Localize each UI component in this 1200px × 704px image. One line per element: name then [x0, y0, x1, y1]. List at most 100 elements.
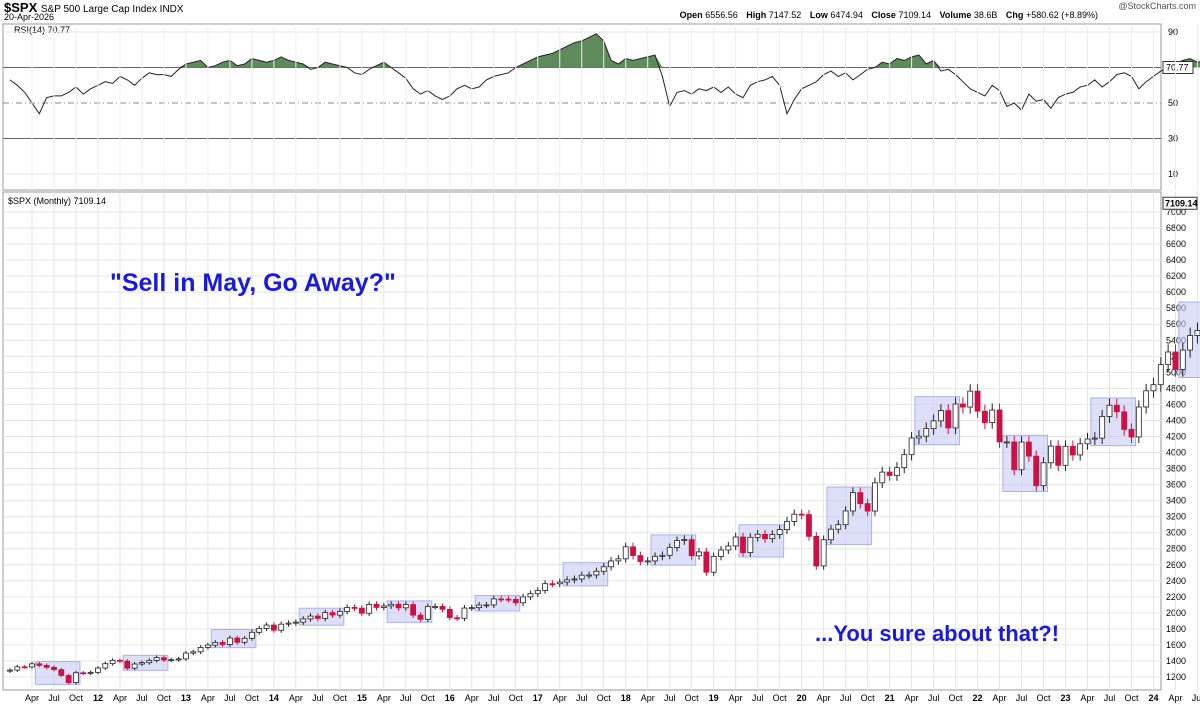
candle-body — [842, 510, 849, 526]
x-tick-label: Jul — [224, 693, 236, 703]
x-tick-label: Apr — [1081, 693, 1095, 703]
x-tick-label: Oct — [69, 693, 84, 703]
x-tick-label: Oct — [597, 693, 612, 703]
price-y-tick: 2400 — [1166, 576, 1186, 586]
candle-body — [73, 672, 79, 683]
candle-body — [248, 631, 255, 639]
candle-body — [1033, 455, 1040, 487]
annotation-subtitle: ...You sure about that?! — [815, 621, 1059, 646]
candle-body — [681, 539, 688, 542]
rsi-y-tick: 30 — [1168, 134, 1178, 144]
x-tick-label: 12 — [93, 693, 103, 703]
x-tick-label: Apr — [817, 693, 831, 703]
rsi-overbought-fill — [178, 33, 1200, 68]
candle-body — [351, 607, 358, 609]
candle-body — [21, 666, 28, 669]
candle-body — [512, 598, 519, 604]
candle-body — [454, 617, 461, 620]
candle-body — [1143, 390, 1150, 408]
candle-body — [1194, 330, 1200, 336]
x-tick-label: Jul — [928, 693, 940, 703]
candle-body — [923, 428, 930, 437]
price-y-tick: 6800 — [1166, 223, 1186, 233]
candle-body — [307, 615, 314, 620]
price-y-tick: 5000 — [1166, 367, 1186, 377]
x-tick-label: Jul — [1192, 693, 1200, 703]
candle-body — [417, 614, 424, 620]
candle-body — [1069, 445, 1076, 456]
candle-body — [292, 621, 299, 624]
candle-body — [710, 556, 717, 573]
candle-body — [1150, 384, 1157, 392]
candle-body — [446, 608, 453, 619]
candle-body — [1172, 351, 1179, 370]
x-tick-label: Oct — [861, 693, 876, 703]
x-tick-label: Apr — [113, 693, 127, 703]
x-tick-label: Oct — [1124, 693, 1139, 703]
change-value: +580.62 (+8.89%) — [1025, 10, 1098, 20]
candle-body — [219, 642, 226, 645]
candle-body — [358, 607, 365, 614]
price-y-tick: 6400 — [1166, 255, 1186, 265]
candle-body — [659, 554, 666, 557]
candle-body — [593, 570, 600, 576]
x-tick-label: Jul — [664, 693, 676, 703]
candle-body — [637, 555, 644, 562]
price-y-tick: 5600 — [1166, 319, 1186, 329]
price-y-tick: 4400 — [1166, 415, 1186, 425]
candle-body — [835, 524, 842, 530]
candle-body — [314, 615, 321, 619]
candle-body — [769, 534, 776, 540]
x-tick-label: Oct — [421, 693, 436, 703]
candle-body — [102, 663, 109, 669]
x-tick-label: 15 — [357, 693, 367, 703]
candle-body — [197, 647, 204, 653]
candle-body — [989, 409, 996, 423]
candle-body — [1011, 441, 1018, 471]
candle-body — [344, 607, 351, 612]
candle-body — [212, 642, 219, 646]
candle-body — [857, 492, 864, 504]
candle-body — [981, 410, 988, 423]
candle-body — [806, 514, 812, 537]
candle-body — [725, 545, 732, 551]
candle-body — [153, 657, 160, 661]
candle-body — [109, 659, 116, 665]
may-oct-highlight — [474, 594, 521, 612]
candle-body — [703, 551, 710, 573]
candle-body — [872, 482, 878, 512]
x-tick-label: Oct — [245, 693, 260, 703]
candle-body — [87, 671, 94, 674]
candle-body — [241, 637, 248, 643]
candle-body — [732, 536, 739, 547]
candle-body — [1025, 441, 1032, 457]
x-tick-label: 18 — [621, 693, 631, 703]
price-panel: 1200 1400 1600 1800 2000 2200 2400 2600 2800 3000… — [2, 191, 1200, 691]
candle-body — [7, 669, 13, 672]
price-y-tick: 1400 — [1166, 656, 1186, 666]
candle-body — [373, 604, 380, 608]
low-value: 6474.94 — [830, 10, 863, 20]
candle-body — [879, 471, 886, 484]
price-y-tick: 4600 — [1166, 399, 1186, 409]
candle-body — [754, 533, 761, 538]
candle-body — [600, 566, 607, 572]
candle-body — [439, 606, 446, 610]
price-y-tick: 4800 — [1166, 383, 1186, 393]
brand-logo: @StockCharts.com — [1118, 1, 1196, 11]
price-y-tick: 6600 — [1166, 239, 1186, 249]
candle-body — [534, 590, 541, 595]
x-tick-label: Oct — [773, 693, 788, 703]
candle-body — [366, 604, 373, 614]
price-y-tick: 6200 — [1166, 271, 1186, 281]
candle-body — [776, 529, 783, 535]
volume-value: 38.6B — [973, 10, 998, 20]
candle-body — [226, 637, 233, 645]
candle-body — [901, 454, 908, 469]
x-tick-label: Apr — [465, 693, 479, 703]
candle-body — [1113, 404, 1120, 413]
candle-body — [666, 547, 673, 556]
candle-body — [424, 606, 431, 620]
x-tick-label: Oct — [509, 693, 524, 703]
